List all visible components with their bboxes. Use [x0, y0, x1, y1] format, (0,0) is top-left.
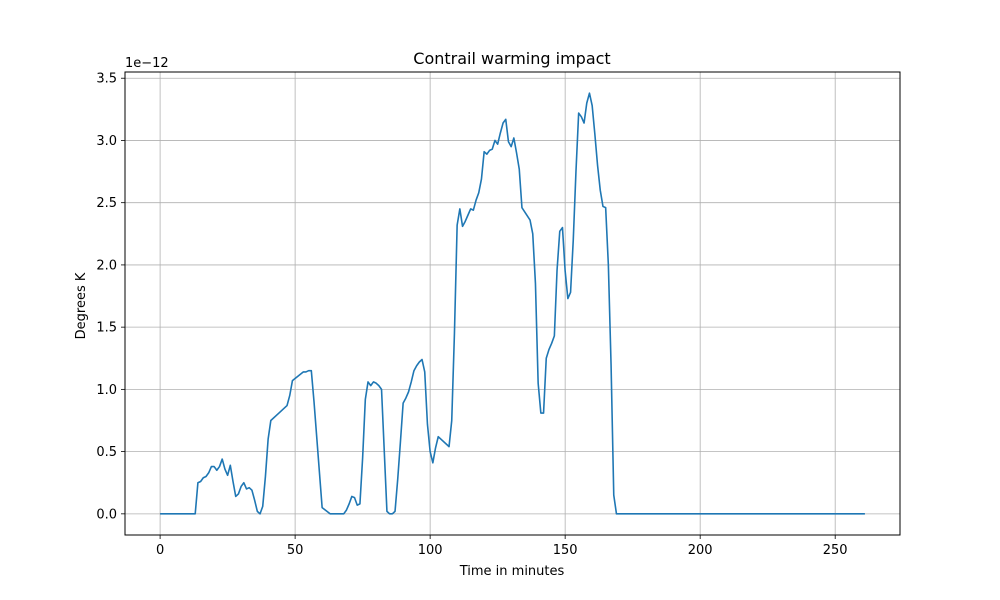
y-axis-label: Degrees K	[74, 272, 89, 339]
y-tick-label: 1.5	[96, 321, 117, 336]
y-tick-label: 3.5	[96, 72, 117, 87]
y-tick-label: 3.0	[96, 134, 117, 149]
chart-title: Contrail warming impact	[413, 49, 610, 68]
x-tick-label: 200	[688, 543, 713, 558]
x-tick-label: 100	[418, 543, 443, 558]
axes-frame	[124, 71, 901, 536]
series-line	[160, 92, 865, 515]
y-tick-label: 1.0	[96, 383, 117, 398]
plot-area	[160, 92, 865, 515]
x-tick-label: 0	[156, 543, 164, 558]
y-tick-label: 2.0	[96, 258, 117, 273]
y-tick-label: 0.0	[96, 507, 117, 522]
y-tick-label: 0.5	[96, 445, 117, 460]
y-tick-label: 2.5	[96, 196, 117, 211]
x-tick-label: 150	[553, 543, 578, 558]
x-tick-label: 250	[823, 543, 848, 558]
x-axis-label: Time in minutes	[459, 564, 565, 579]
ticks: 0 50 100 150 200 250 0.0 0.5 1.0 1.5 2.0 2.5 3.0 3.5	[96, 72, 847, 558]
x-tick-label: 50	[287, 543, 304, 558]
y-offset-label: 1e−12	[125, 56, 169, 71]
